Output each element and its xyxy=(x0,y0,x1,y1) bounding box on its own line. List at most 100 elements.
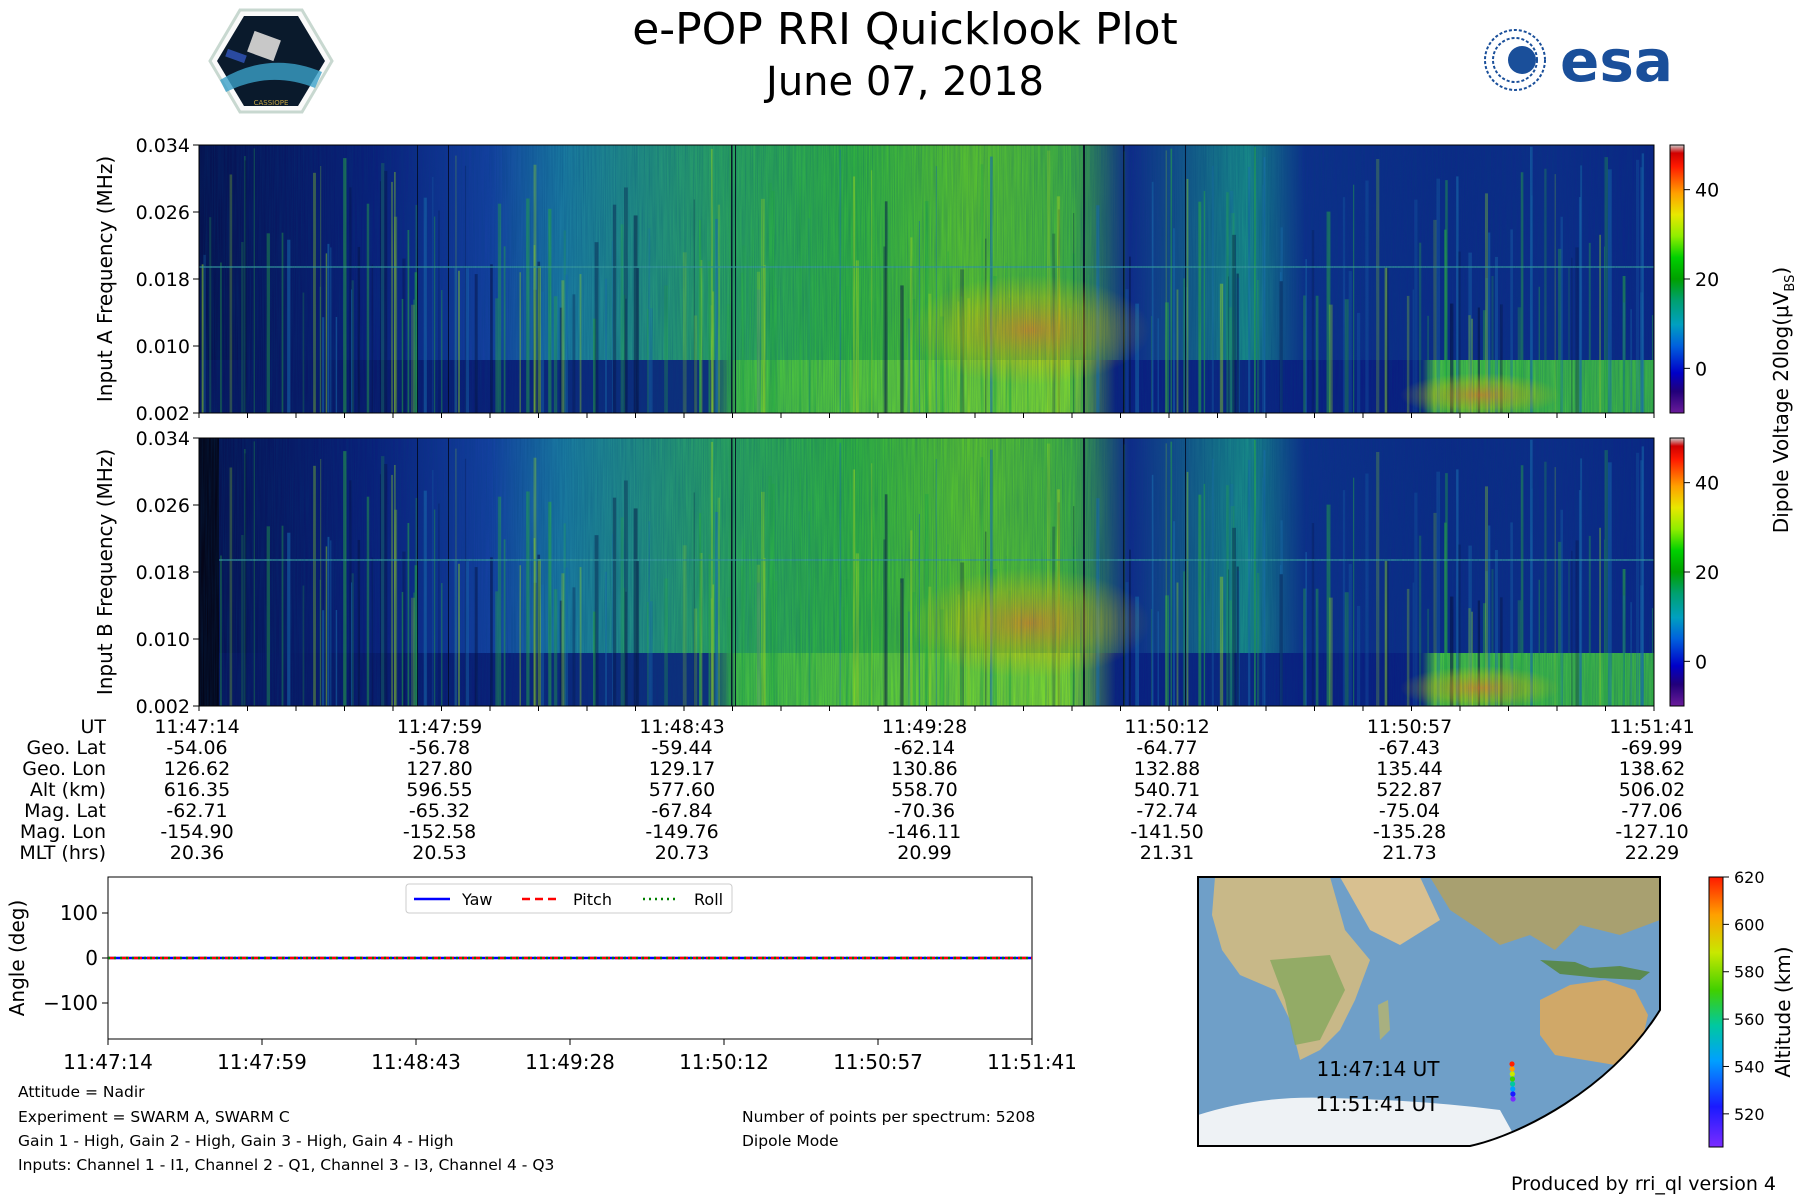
x-tick-label: 11:51:41 xyxy=(987,1050,1077,1074)
spectrogram-b: 0.002 0.010 0.018 0.026 0.034 Input B Freque… xyxy=(93,428,1655,718)
ephemeris-cell: 11:47:59 xyxy=(397,716,482,738)
x-tick-label: 11:50:12 xyxy=(679,1050,769,1074)
ephemeris-cell: 11:49:28 xyxy=(882,716,967,738)
map-asia xyxy=(1430,877,1660,950)
y-tick-label: 0.010 xyxy=(136,629,190,651)
ephemeris-cell: 22.29 xyxy=(1625,842,1679,864)
colorbar-dipole-b: 0 20 40 xyxy=(1669,437,1719,707)
ephemeris-cell: 130.86 xyxy=(891,758,957,780)
colorbar-tick-label: 40 xyxy=(1695,473,1719,495)
attitude-plot: −100 0 100 11:47:14 11:47:59 11:48:43 11:49:28… xyxy=(5,876,1077,1074)
ephemeris-cell: 20.99 xyxy=(897,842,951,864)
map-madagascar xyxy=(1378,1000,1390,1040)
ephemeris-cell: 132.88 xyxy=(1134,758,1200,780)
ephemeris-cell: -135.28 xyxy=(1373,821,1446,843)
footer-points: Number of points per spectrum: 5208 xyxy=(742,1108,1035,1126)
ephemeris-cell: 127.80 xyxy=(406,758,472,780)
cassiope-logo: CASSIOPE xyxy=(208,8,334,114)
legend-pitch: Pitch xyxy=(573,890,612,909)
y-tick-label: 0 xyxy=(85,946,98,970)
ephemeris-cell: -152.58 xyxy=(403,821,476,843)
ephemeris-row-label: Mag. Lon xyxy=(20,821,106,843)
ephemeris-row-label: Geo. Lon xyxy=(22,758,106,780)
track-point xyxy=(1510,1091,1516,1097)
ephemeris-cell: -149.76 xyxy=(645,821,718,843)
y-tick-label: 0.026 xyxy=(136,495,190,517)
ephemeris-cell: 11:50:57 xyxy=(1367,716,1452,738)
attitude-ylabel: Angle (deg) xyxy=(5,900,29,1017)
track-start-label: 11:47:14 UT xyxy=(1316,1057,1440,1081)
y-tick-label: 0.026 xyxy=(136,202,190,224)
colorbar-tick-label: 580 xyxy=(1734,963,1765,982)
ephemeris-cell: -56.78 xyxy=(409,737,470,759)
ephemeris-row-label: Geo. Lat xyxy=(27,737,106,759)
ephemeris-cell: -127.10 xyxy=(1615,821,1688,843)
ephemeris-cell: 11:51:41 xyxy=(1609,716,1694,738)
ephemeris-cell: -75.04 xyxy=(1379,800,1440,822)
track-end-label: 11:51:41 UT xyxy=(1315,1092,1439,1116)
y-tick-label: −100 xyxy=(43,991,98,1015)
ground-track-map: 11:47:14 UT 11:51:41 UT xyxy=(1197,876,1661,1147)
produced-by: Produced by rri_ql version 4 xyxy=(1511,1173,1776,1195)
colorbar-tick-label: 540 xyxy=(1734,1057,1765,1076)
ephemeris-cell: -154.90 xyxy=(160,821,233,843)
ephemeris-cell: -67.84 xyxy=(651,800,712,822)
map-antarctica xyxy=(1198,1097,1520,1146)
ephemeris-cell: -62.14 xyxy=(894,737,955,759)
y-tick-label: 0.018 xyxy=(136,562,190,584)
ephemeris-cell: -67.43 xyxy=(1379,737,1440,759)
ephemeris-cell: -141.50 xyxy=(1130,821,1203,843)
x-tick-label: 11:49:28 xyxy=(525,1050,615,1074)
map-indonesia xyxy=(1540,960,1650,980)
y-tick-label: 0.034 xyxy=(136,135,190,157)
ephemeris-cell: -64.77 xyxy=(1136,737,1197,759)
y-tick-label: 0.002 xyxy=(136,696,190,718)
ephemeris-cell: 21.73 xyxy=(1382,842,1436,864)
ephemeris-cell: 20.73 xyxy=(655,842,709,864)
track-point xyxy=(1509,1071,1515,1077)
ephemeris-cell: 522.87 xyxy=(1376,779,1442,801)
ephemeris-cell: 540.71 xyxy=(1134,779,1200,801)
y-tick-label: 100 xyxy=(60,901,98,925)
ephemeris-cell: 21.31 xyxy=(1140,842,1194,864)
colorbar-tick-label: 620 xyxy=(1734,868,1765,887)
svg-text:esa: esa xyxy=(1560,27,1673,95)
ephemeris-cell: -65.32 xyxy=(409,800,470,822)
colorbar-dipole-a: 0 20 40 xyxy=(1669,144,1719,414)
ephemeris-cell: 506.02 xyxy=(1619,779,1685,801)
ephemeris-cell: -146.11 xyxy=(888,821,961,843)
track-point xyxy=(1509,1066,1515,1072)
colorbar-tick-label: 600 xyxy=(1734,915,1765,934)
x-tick-label: 11:47:59 xyxy=(217,1050,307,1074)
ephemeris-cell: 20.53 xyxy=(412,842,466,864)
y-tick-label: 0.010 xyxy=(136,336,190,358)
x-tick-label: 11:48:43 xyxy=(371,1050,461,1074)
footer-gains: Gain 1 - High, Gain 2 - High, Gain 3 - H… xyxy=(18,1132,454,1150)
colorbar-tick-label: 520 xyxy=(1734,1105,1765,1124)
ephemeris-cell: -69.99 xyxy=(1621,737,1682,759)
ephemeris-row-label: Mag. Lat xyxy=(24,800,106,822)
ephemeris-cell: 596.55 xyxy=(406,779,472,801)
ephemeris-row-label: MLT (hrs) xyxy=(19,842,106,864)
attitude-legend: Yaw Pitch Roll xyxy=(405,883,733,914)
ephemeris-cell: 20.36 xyxy=(170,842,224,864)
footer-mode: Dipole Mode xyxy=(742,1132,839,1150)
ephemeris-cell: -70.36 xyxy=(894,800,955,822)
colorbar-tick-label: 20 xyxy=(1695,562,1719,584)
ephemeris-cell: 577.60 xyxy=(649,779,715,801)
ephemeris-cell: 11:47:14 xyxy=(154,716,239,738)
footer-right: Number of points per spectrum: 5208 Dipo… xyxy=(742,1108,1035,1150)
spectrogram-b-ylabel: Input B Frequency (MHz) xyxy=(93,449,117,695)
ephemeris-cell: -54.06 xyxy=(166,737,227,759)
spectrogram-a: 0.002 0.010 0.018 0.026 0.034 Input A Freque… xyxy=(93,135,1655,425)
colorbar-tick-label: 560 xyxy=(1734,1010,1765,1029)
spectrogram-a-ylabel: Input A Frequency (MHz) xyxy=(93,156,117,402)
ephemeris-row-label: UT xyxy=(80,716,106,738)
legend-yaw: Yaw xyxy=(461,890,492,909)
legend-roll: Roll xyxy=(694,890,723,909)
ephemeris-cell: 558.70 xyxy=(891,779,957,801)
y-tick-label: 0.002 xyxy=(136,403,190,425)
track-point xyxy=(1510,1096,1516,1102)
